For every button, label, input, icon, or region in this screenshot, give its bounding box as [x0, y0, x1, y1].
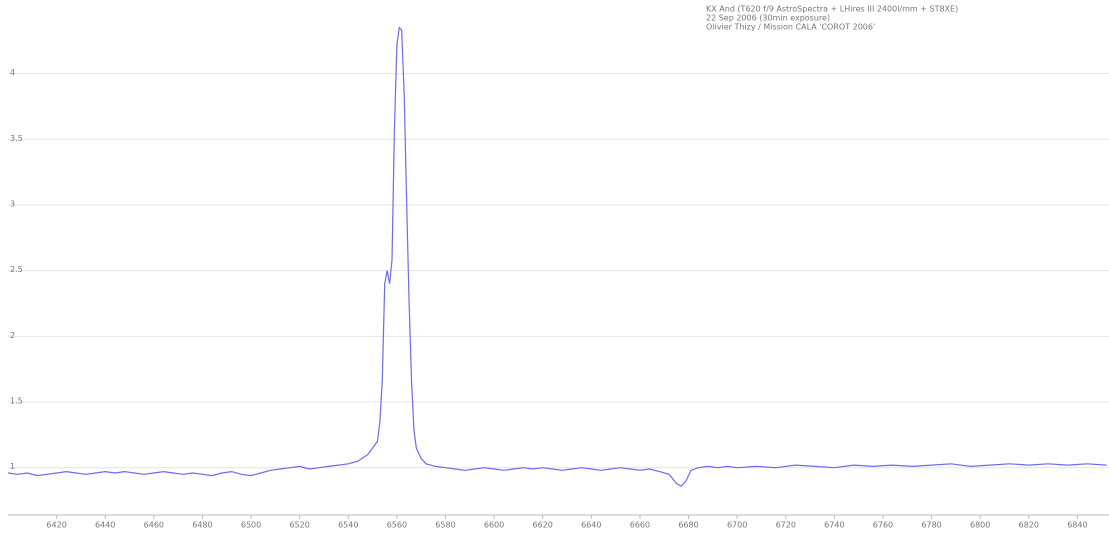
x-tick-label: 6580 — [435, 521, 455, 530]
x-tick-label: 6760 — [873, 521, 893, 530]
y-tick-label: 1.5 — [10, 397, 23, 406]
x-tick-label: 6540 — [338, 521, 358, 530]
y-tick-label: 1 — [10, 462, 15, 471]
y-tick-label: 2.5 — [10, 265, 23, 274]
x-tick-label: 6500 — [241, 521, 261, 530]
x-tick-label: 6720 — [776, 521, 796, 530]
x-tick-label: 6740 — [824, 521, 844, 530]
annotation: KX And (T620 f/9 AstroSpectra + LHires I… — [706, 5, 958, 14]
y-tick-label: 2 — [10, 331, 15, 340]
x-tick-label: 6600 — [484, 521, 504, 530]
annotation: Olivier Thizy / Mission CALA 'COROT 2006… — [706, 23, 875, 32]
x-tick-label: 6640 — [581, 521, 601, 530]
x-tick-label: 6820 — [1019, 521, 1039, 530]
x-tick-label: 6660 — [630, 521, 650, 530]
y-tick-label: 3 — [10, 199, 15, 208]
x-tick-label: 6800 — [970, 521, 990, 530]
x-tick-label: 6440 — [95, 521, 115, 530]
x-tick-label: 6620 — [533, 521, 553, 530]
x-tick-label: 6780 — [921, 521, 941, 530]
x-tick-label: 6420 — [46, 521, 66, 530]
x-tick-label: 6480 — [192, 521, 212, 530]
x-tick-label: 6560 — [387, 521, 407, 530]
x-tick-label: 6460 — [144, 521, 164, 530]
y-tick-label: 3.5 — [10, 134, 23, 143]
y-tick-label: 4 — [10, 68, 15, 77]
x-tick-label: 6700 — [727, 521, 747, 530]
spectrum-line — [7, 26, 1107, 487]
x-tick-label: 6520 — [289, 521, 309, 530]
annotation: 22 Sep 2006 (30min exposure) — [706, 14, 830, 23]
x-tick-label: 6840 — [1067, 521, 1087, 530]
x-tick-label: 6680 — [678, 521, 698, 530]
